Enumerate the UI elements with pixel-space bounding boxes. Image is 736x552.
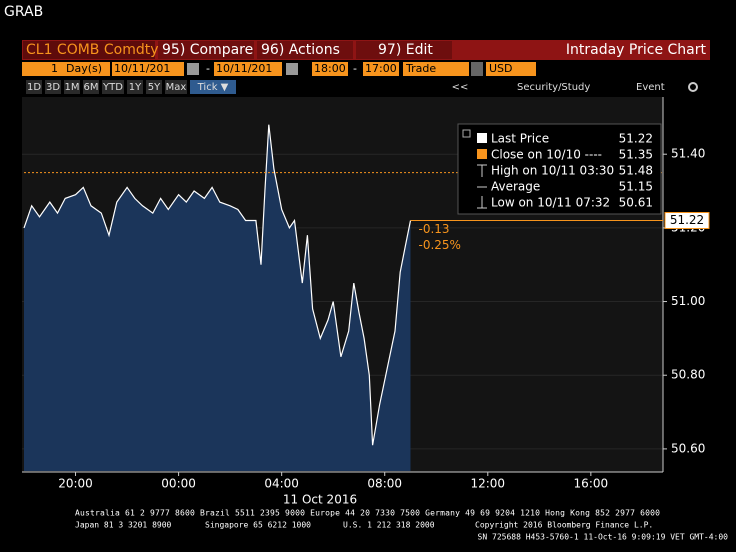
edit[interactable]: 97) Edit: [378, 42, 433, 58]
range-label[interactable]: 3D: [46, 82, 60, 93]
x-tick-label: 08:00: [367, 477, 402, 491]
legend-label: Low on 10/11 07:32: [491, 196, 610, 210]
range-label[interactable]: YTD: [102, 82, 123, 93]
compare-button[interactable]: [158, 41, 254, 59]
range-button[interactable]: [83, 80, 99, 94]
range-button[interactable]: [64, 80, 80, 94]
y-tick-label: 50.60: [671, 441, 705, 455]
range-button[interactable]: [146, 80, 162, 94]
event-type-field[interactable]: [403, 62, 469, 76]
start-time-field[interactable]: [312, 62, 348, 76]
window-title: GRAB: [4, 4, 43, 20]
currency[interactable]: USD: [489, 62, 513, 75]
actions-button[interactable]: [257, 41, 353, 59]
period-field[interactable]: [22, 62, 110, 76]
footer-item: Copyright 2016 Bloomberg Finance L.P.: [475, 521, 653, 530]
security[interactable]: CL1 COMB Comdty: [26, 42, 159, 58]
range-label[interactable]: 1Y: [129, 82, 142, 93]
collapse-icon[interactable]: [462, 129, 471, 138]
footer-item: Japan 81 3 3201 8900: [75, 521, 172, 530]
legend-icon: [477, 164, 487, 177]
range-label[interactable]: Max: [166, 82, 187, 93]
separator: -: [206, 62, 210, 75]
legend-value: 51.35: [619, 148, 653, 162]
price-tag-label: 51.22: [670, 213, 704, 227]
start-date-field[interactable]: [112, 62, 184, 76]
price-tag: [664, 212, 710, 230]
end-date[interactable]: 10/11/201: [216, 62, 272, 75]
legend-value: 51.22: [619, 132, 653, 146]
separator: -: [353, 62, 357, 75]
range-label[interactable]: 6M: [84, 82, 99, 93]
price-area: [24, 124, 411, 471]
range-button[interactable]: [45, 80, 61, 94]
change-pct: -0.25%: [418, 238, 460, 252]
event[interactable]: Event: [636, 82, 665, 93]
range-label[interactable]: 1D: [27, 82, 41, 93]
currency-field[interactable]: [486, 62, 536, 76]
compare[interactable]: 95) Compare: [162, 42, 253, 58]
range-button[interactable]: [190, 80, 236, 94]
end-time[interactable]: 17:00: [365, 62, 397, 75]
y-tick-label: 50.80: [671, 368, 705, 382]
period-unit[interactable]: Day(s): [66, 62, 102, 75]
period[interactable]: 1: [51, 62, 58, 75]
x-tick-label: 20:00: [58, 477, 93, 491]
change: -0.13: [418, 222, 449, 236]
legend: [457, 123, 662, 215]
x-tick-label: 12:00: [470, 477, 505, 491]
actions[interactable]: 96) Actions: [261, 42, 340, 58]
security-field[interactable]: [23, 41, 155, 59]
x-tick-label: 16:00: [574, 477, 609, 491]
function-title: Intraday Price Chart: [566, 42, 707, 58]
legend-icon: [477, 149, 487, 159]
legend-label: Last Price: [491, 132, 549, 146]
calendar-icon[interactable]: [187, 63, 199, 75]
legend-label: Average: [491, 180, 540, 194]
calendar-icon[interactable]: [286, 63, 298, 75]
legend-label: High on 10/11 03:30: [491, 164, 614, 178]
footer-item: U.S. 1 212 318 2000: [343, 521, 435, 530]
edit-button[interactable]: [356, 41, 452, 59]
x-tick-label: 04:00: [264, 477, 299, 491]
footer-item: Singapore 65 6212 1000: [205, 521, 311, 530]
legend-icon: [477, 133, 487, 143]
y-tick-label: 51.00: [671, 294, 705, 308]
range-label[interactable]: Tick ▼: [197, 82, 229, 93]
legend-value: 51.15: [619, 180, 653, 194]
end-date-field[interactable]: [214, 62, 282, 76]
range-label[interactable]: 1M: [65, 82, 80, 93]
legend-icon: [477, 196, 487, 209]
legend-label: Close on 10/10 ----: [491, 148, 602, 162]
footer-line: Australia 61 2 9777 8600 Brazil 5511 239…: [75, 509, 660, 518]
event-type[interactable]: Trade: [405, 62, 436, 75]
security-study[interactable]: Security/Study: [517, 82, 590, 93]
legend-value: 51.48: [619, 164, 653, 178]
x-tick-label: 00:00: [161, 477, 196, 491]
range-button[interactable]: [165, 80, 187, 94]
y-tick-label: 51.40: [671, 147, 705, 161]
legend-value: 50.61: [619, 196, 653, 210]
price-line: [23, 124, 412, 446]
settings-icon[interactable]: [688, 82, 698, 92]
range-button[interactable]: [102, 80, 124, 94]
range-label[interactable]: 5Y: [148, 82, 161, 93]
range-button[interactable]: [26, 80, 42, 94]
footer-line: SN 725688 H453-5760-1 11-Oct-16 9:09:19 …: [478, 533, 729, 542]
start-date[interactable]: 10/11/201: [114, 62, 170, 75]
x-axis-label: 11 Oct 2016: [283, 493, 357, 507]
collapse[interactable]: <<: [452, 82, 469, 93]
dropdown[interactable]: [471, 62, 483, 76]
range-button[interactable]: [127, 80, 143, 94]
end-time-field[interactable]: [363, 62, 399, 76]
start-time[interactable]: 18:00: [314, 62, 346, 75]
